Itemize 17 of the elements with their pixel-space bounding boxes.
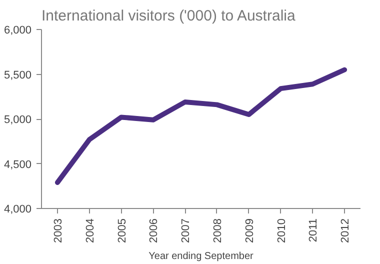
x-axis-title: Year ending September (148, 250, 254, 262)
y-tick-label: 4,000 (4, 204, 32, 216)
x-tick-label: 2010 (276, 218, 288, 243)
x-tick-label: 2012 (340, 218, 352, 243)
x-tick-label: 2005 (116, 218, 128, 243)
y-tick-label: 4,500 (4, 158, 32, 171)
y-tick-label: 6,000 (4, 24, 32, 36)
x-tick-label: 2007 (180, 218, 192, 243)
y-tick-label: 5,500 (4, 69, 32, 82)
x-tick-label: 2008 (212, 218, 224, 243)
x-tick-label: 2011 (308, 218, 320, 242)
x-tick-label: 2003 (52, 218, 64, 243)
chart-title: International visitors ('000) to Australia (42, 8, 296, 24)
x-tick-label: 2009 (244, 218, 256, 243)
x-tick-label: 2006 (148, 218, 160, 243)
y-tick-label: 5,000 (4, 114, 32, 126)
x-tick-label: 2004 (84, 218, 96, 243)
